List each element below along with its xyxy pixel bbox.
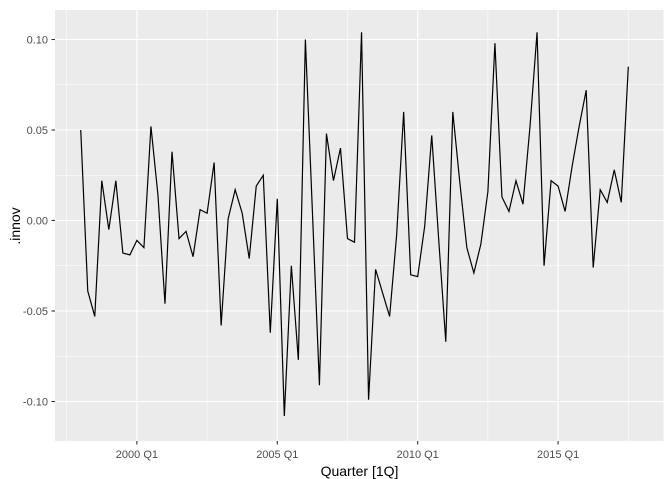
x-tick-label: 2010 Q1 [397, 449, 439, 461]
x-tick-label: 2005 Q1 [256, 449, 298, 461]
y-tick-label: -0.10 [23, 397, 48, 409]
x-tick-label: 2015 Q1 [537, 449, 579, 461]
y-tick-label: 0.05 [27, 125, 48, 137]
plot-panel [55, 10, 664, 441]
x-axis-title: Quarter [1Q] [320, 463, 399, 479]
y-tick-label: 0.10 [27, 35, 48, 47]
x-tick-label: 2000 Q1 [116, 449, 158, 461]
axis-tick-marks [51, 38, 559, 445]
y-tick-label: -0.05 [23, 306, 48, 318]
innovation-line [80, 32, 629, 417]
y-tick-label: 0.00 [27, 216, 48, 228]
y-axis-title: .innov [7, 207, 23, 245]
grid-major [55, 10, 664, 441]
